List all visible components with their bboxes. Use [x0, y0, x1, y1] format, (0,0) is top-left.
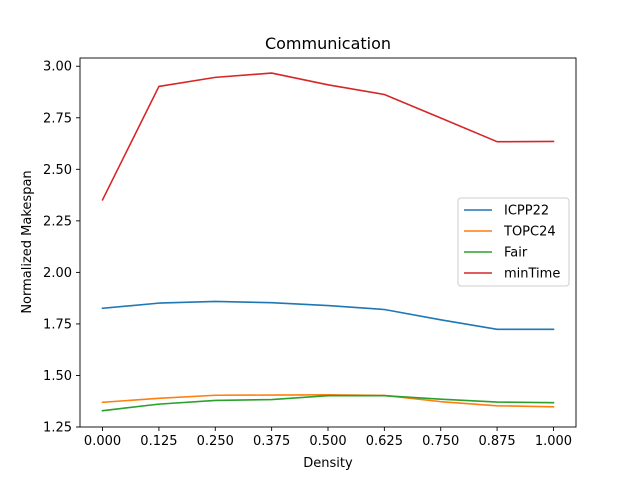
x-axis-label: Density: [303, 456, 353, 471]
y-tick-label: 1.25: [43, 421, 72, 436]
y-tick-label: 1.75: [43, 317, 72, 332]
x-tick-label: 0.125: [140, 434, 177, 449]
legend-box: [457, 197, 570, 287]
legend-label-mintime: minTime: [504, 267, 560, 282]
series-line-mintime: [101, 72, 555, 201]
y-tick-label: 1.50: [43, 369, 72, 384]
x-tick-label: 0.875: [478, 434, 515, 449]
y-tick-label: 2.75: [43, 111, 72, 126]
x-tick-label: 0.375: [253, 434, 290, 449]
series-line-fair: [101, 394, 555, 412]
y-tick-label: 2.50: [43, 163, 72, 178]
y-tick-label: 3.00: [43, 60, 72, 75]
x-tick-label: 0.000: [84, 434, 121, 449]
x-tick-label: 0.625: [366, 434, 403, 449]
x-tick-label: 0.250: [197, 434, 234, 449]
plot-area: 0.000 0.125 0.250 0.375 0.500 0.625 0.750 0.875…: [43, 57, 577, 449]
x-tick-label: 1.000: [535, 434, 572, 449]
series-line-icpp22: [101, 300, 555, 331]
y-tick-label: 2.00: [43, 266, 72, 281]
legend-label-topc24: TOPC24: [503, 225, 556, 240]
y-axis-label: Normalized Makespan: [20, 170, 35, 313]
x-tick-label: 0.500: [309, 434, 346, 449]
chart-title: Communication: [265, 34, 391, 53]
x-tick-label: 0.750: [422, 434, 459, 449]
series-line-topc24: [101, 394, 555, 408]
legend-label-fair: Fair: [504, 246, 528, 261]
legend-label-icpp22: ICPP22: [504, 204, 549, 219]
y-tick-label: 2.25: [43, 214, 72, 229]
